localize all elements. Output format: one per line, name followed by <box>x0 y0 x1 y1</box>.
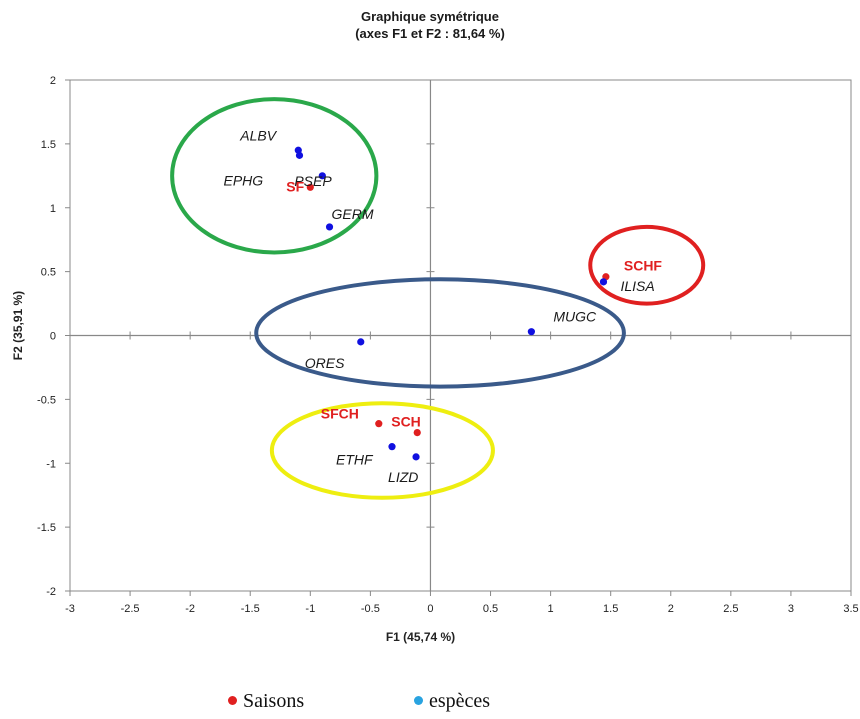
point-lizd <box>412 453 420 461</box>
x-tick-label: -2.5 <box>121 603 140 615</box>
y-axis-label: F2 (35,91 %) <box>11 291 25 360</box>
point-label-mugc: MUGC <box>553 309 597 325</box>
y-tick-label: 1 <box>50 203 56 215</box>
legend-item-especes: espèces <box>414 690 490 713</box>
y-tick-label: -1 <box>46 458 56 470</box>
x-tick-label: -0.5 <box>361 603 380 615</box>
x-tick-label: 1.5 <box>603 603 618 615</box>
y-tick-label: 2 <box>50 75 56 87</box>
x-tick-label: 0.5 <box>483 603 498 615</box>
x-tick-label: -1.5 <box>241 603 260 615</box>
point-ilisa <box>599 278 608 286</box>
point-sch <box>413 428 421 437</box>
point-ethf <box>388 443 396 451</box>
x-tick-label: -3 <box>65 603 75 615</box>
legend-label-saisons: Saisons <box>243 690 305 712</box>
group-ellipse-red <box>588 224 706 306</box>
point-ores <box>357 338 365 346</box>
point-label-ilisa: ILISA <box>620 278 654 294</box>
point-label-germ: GERM <box>332 206 374 222</box>
point-label-sch: SCH <box>391 414 421 430</box>
legend-label-especes: espèces <box>429 690 491 712</box>
legend-marker-saisons <box>228 695 237 705</box>
point-label-sfch: SFCH <box>321 406 359 422</box>
y-tick-label: -2 <box>46 586 56 598</box>
point-label-lizd: LIZD <box>388 469 418 485</box>
legend-marker-especes <box>414 695 423 705</box>
y-tick-label: 1.5 <box>41 139 56 151</box>
x-tick-label: -1 <box>305 603 315 615</box>
x-tick-label: 1 <box>548 603 554 615</box>
point-sf <box>306 183 314 191</box>
group-ellipse-blue <box>254 277 626 389</box>
group-ellipse-green <box>170 97 379 255</box>
y-tick-label: -0.5 <box>37 394 56 406</box>
point-mugc <box>527 328 535 336</box>
x-tick-label: 2 <box>668 603 674 615</box>
legend-item-saisons: Saisons <box>228 690 304 713</box>
point-label-ethf: ETHF <box>336 452 374 468</box>
x-tick-label: -2 <box>185 603 195 615</box>
chart-title-block: Graphique symétrique (axes F1 et F2 : 81… <box>0 8 860 42</box>
chart-subtitle: (axes F1 et F2 : 81,64 %) <box>355 26 505 41</box>
point-sfch <box>375 420 383 428</box>
y-tick-label: 0 <box>50 331 56 343</box>
point-ephg <box>295 151 304 159</box>
point-label-sf: SF <box>286 178 304 194</box>
point-label-albv: ALBV <box>239 127 277 143</box>
x-tick-label: 2.5 <box>723 603 738 615</box>
point-label-ores: ORES <box>305 355 345 371</box>
x-tick-label: 3 <box>788 603 794 615</box>
y-tick-label: 0.5 <box>41 267 56 279</box>
x-tick-label: 0 <box>427 603 433 615</box>
point-germ <box>325 223 334 231</box>
group-ellipse-yellow <box>269 401 495 500</box>
chart-title: Graphique symétrique <box>361 9 499 24</box>
y-tick-label: -1.5 <box>37 522 56 534</box>
point-psep <box>318 172 326 180</box>
point-label-psep: PSEP <box>294 173 332 189</box>
x-axis-label: F1 (45,74 %) <box>386 630 455 644</box>
scatter-plot: -3 -2.5 -2 -1.5 -1 -0.5 0 0.5 1 1.5 2 2.5 3 3.5 -2 -1.5… <box>11 75 859 644</box>
point-label-schf: SCHF <box>624 258 663 274</box>
x-tick-label: 3.5 <box>843 603 858 615</box>
point-label-ephg: EPHG <box>223 172 263 188</box>
legend: Saisons espèces <box>0 690 860 718</box>
